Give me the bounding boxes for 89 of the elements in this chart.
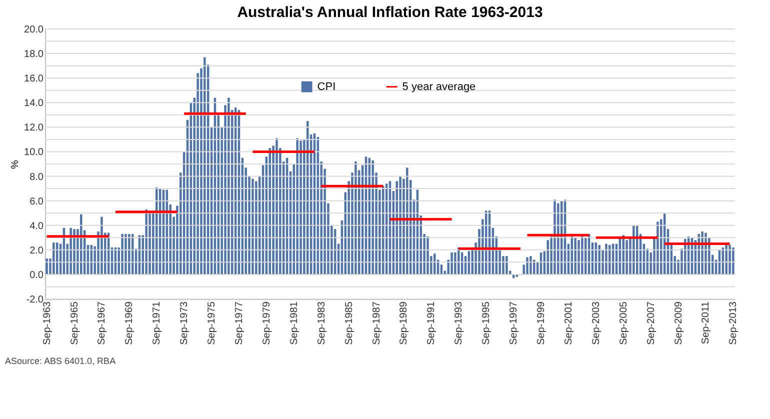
x-tick-label: Sep-1971: [152, 301, 163, 345]
bar: [598, 245, 600, 274]
bar: [296, 138, 298, 274]
y-tick-label: 10.0: [24, 147, 44, 158]
bar: [581, 236, 584, 274]
bar: [458, 247, 460, 274]
bar: [46, 258, 48, 274]
x-tick-label: Sep-2001: [563, 301, 574, 345]
bar: [554, 200, 556, 274]
bar: [128, 234, 130, 274]
text: ASource: ABS 6401.0, RBA: [5, 356, 116, 366]
bar: [276, 138, 278, 274]
chart-title: Australia's Annual Inflation Rate 1963-2013: [237, 4, 543, 21]
x-tick-label: Sep-1999: [536, 301, 548, 345]
x-tick-label: Sep-1975: [206, 301, 218, 345]
x-tick-label: Sep-2007: [646, 301, 657, 345]
x-tick-label: Sep-1997: [508, 301, 520, 345]
x-tick-label: Sep-1977: [234, 301, 245, 345]
bar: [73, 229, 76, 274]
bar: [684, 238, 686, 274]
x-tick-label: Sep-2005: [618, 301, 630, 345]
bar: [574, 238, 576, 274]
y-tick-label: 0.0: [30, 270, 44, 281]
bar: [354, 162, 357, 274]
bar: [396, 181, 398, 274]
bar: [148, 210, 151, 274]
x-tick-label: Sep-1979: [261, 301, 272, 345]
x-tick-label: Sep-2011: [700, 301, 712, 344]
bar: [121, 234, 124, 274]
bar: [406, 168, 408, 274]
y-tick-label: 18.0: [24, 49, 44, 60]
bar: [52, 242, 55, 274]
y-tick-label: 16.0: [24, 74, 44, 85]
bar: [728, 245, 731, 274]
bar: [725, 245, 728, 274]
x-tick-label: Sep-1989: [398, 301, 410, 345]
x-tick-label: Sep-2009: [673, 301, 684, 345]
bar: [372, 160, 374, 274]
legend-label: CPI: [317, 80, 336, 93]
x-tick-label: Sep-1967: [96, 301, 108, 345]
bar: [608, 245, 611, 274]
bar: [124, 234, 127, 274]
x-tick-label: Sep-1965: [69, 301, 80, 345]
bar: [255, 181, 258, 274]
bar: [557, 203, 560, 274]
bar: [450, 252, 453, 274]
bar: [506, 256, 508, 274]
bar: [605, 244, 608, 274]
bar: [578, 240, 580, 274]
bar: [526, 257, 528, 274]
x-tick-label: Sep-1993: [454, 301, 465, 345]
y-tick-label: 20.0: [24, 24, 44, 36]
x-tick-label: Sep-1991: [426, 301, 438, 345]
bar: [732, 247, 734, 274]
bar: [228, 98, 230, 274]
legend-label: 5 year average: [402, 80, 476, 93]
bar: [632, 225, 635, 274]
x-tick-label: Sep-1963: [42, 301, 53, 345]
bar: [252, 178, 254, 274]
bar: [533, 260, 536, 274]
x-tick-label: Sep-1987: [371, 301, 382, 345]
bar: [100, 216, 103, 274]
x-tick-label: Sep-1985: [344, 301, 355, 345]
x-tick-label: Sep-1969: [124, 301, 136, 345]
bar: [300, 140, 302, 274]
bar: [70, 228, 72, 274]
bar: [145, 209, 148, 274]
y-tick-label: 4.0: [30, 220, 44, 232]
y-axis-title: %: [10, 160, 22, 169]
bar: [382, 186, 384, 274]
x-tick-label: Sep-1981: [288, 301, 300, 345]
bar: [704, 232, 707, 274]
y-tick-label: 8.0: [30, 172, 44, 183]
x-tick-label: Sep-2013: [728, 301, 740, 345]
y-tick-label: 2.0: [30, 245, 44, 256]
bar: [656, 222, 659, 274]
x-tick-label: Sep-1995: [481, 301, 492, 345]
x-tick-label: Sep-2003: [590, 301, 602, 345]
y-tick-label: 14.0: [24, 98, 44, 110]
bar: [701, 232, 704, 274]
x-tick-label: Sep-1973: [179, 301, 190, 345]
bar: [530, 256, 532, 274]
y-tick-label: -2.0: [26, 294, 44, 306]
x-tick-label: Sep-1983: [316, 301, 328, 345]
bar: [426, 236, 429, 274]
bar: [399, 176, 402, 274]
y-tick-label: 6.0: [30, 196, 44, 208]
y-tick-label: 12.0: [24, 122, 44, 134]
bar: [204, 57, 206, 274]
